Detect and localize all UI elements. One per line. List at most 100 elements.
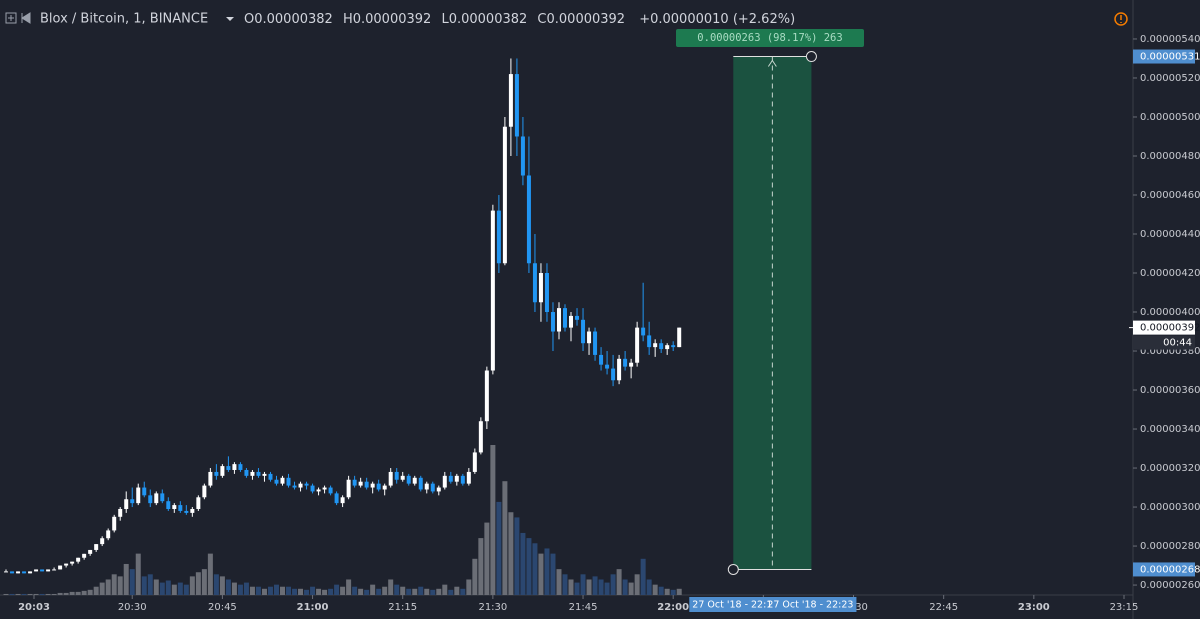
x-tick-label: 20:30 [118, 602, 147, 613]
candle-body [424, 483, 429, 490]
candle-body [82, 553, 87, 558]
candle-body [370, 483, 375, 488]
candle-body [677, 327, 682, 348]
ohlc-value: 0.00000382 [254, 12, 333, 27]
date-label: 27 Oct '18 - 22:1 [692, 600, 772, 611]
volume-bar [532, 543, 538, 595]
volume-bar [159, 582, 165, 595]
candle-body [641, 327, 646, 336]
candle-body [563, 308, 567, 328]
volume-bar [676, 588, 682, 595]
countdown-box [1133, 335, 1195, 350]
position-handle[interactable] [805, 51, 817, 63]
price-label: 0.00000268 [1140, 564, 1200, 575]
y-tick-label: 0.00000540 [1140, 34, 1200, 45]
y-tick-label: 0.00000340 [1140, 424, 1200, 435]
volume-bar [99, 582, 105, 595]
position-handle[interactable] [727, 563, 739, 575]
candle-body [478, 421, 483, 453]
volume-bar [165, 580, 171, 595]
volume-bar [586, 579, 592, 595]
candle-body [178, 505, 183, 511]
y-tick-label: 0.00000380 [1140, 346, 1200, 357]
volume-bar [400, 586, 406, 595]
candle-body [196, 497, 201, 509]
candle-body [569, 315, 574, 328]
candle-body [244, 469, 249, 476]
volume-bar [616, 569, 622, 595]
volume-bar [514, 517, 520, 595]
volume-bar [370, 584, 376, 595]
volume-bar [147, 574, 153, 595]
candle-body [484, 370, 489, 422]
candle-body [112, 516, 117, 531]
volume-bar [153, 579, 159, 595]
candle-body [556, 308, 561, 332]
x-tick-label: 23:00 [1018, 602, 1050, 613]
volume-bar [261, 588, 267, 595]
volume-bar [255, 586, 261, 595]
y-tick-label: 0.00000400 [1140, 307, 1200, 318]
expand-icon[interactable] [5, 12, 17, 24]
volume-bar [69, 591, 75, 595]
candle-body [418, 477, 423, 490]
volume-bar [298, 588, 304, 595]
volume-bar [652, 584, 658, 595]
candle-body [4, 571, 9, 573]
candle-body [550, 312, 555, 332]
candle-body [280, 477, 285, 484]
volume-bar [243, 582, 249, 595]
volume-bar [502, 481, 508, 595]
candle-body [502, 126, 507, 264]
candle-body [214, 471, 219, 476]
volume-bar [424, 588, 430, 595]
candle-body [166, 501, 171, 509]
volume-bar [213, 574, 219, 595]
volume-bar [460, 588, 466, 595]
dropdown-arrow[interactable] [226, 17, 234, 21]
volume-bar [604, 582, 610, 595]
volume-bar [628, 582, 634, 595]
volume-bar [304, 589, 310, 595]
ohlc-header: O0.00000382 H0.00000392 L0.00000382 C0.0… [244, 12, 795, 27]
volume-bar [436, 588, 442, 595]
price-label-box [1133, 49, 1195, 64]
ohlc-key: C [537, 12, 546, 27]
candle-body [22, 571, 27, 574]
ohlc-key: O [244, 12, 254, 27]
position-arrow [767, 59, 777, 67]
warning-icon[interactable] [1114, 12, 1128, 26]
candle-body [544, 273, 549, 313]
x-tick-label: 21:30 [478, 602, 507, 613]
candle-body [154, 493, 159, 504]
candle-body [346, 479, 351, 498]
volume-bar [219, 576, 225, 595]
volume-bar [382, 586, 388, 595]
volume-bar [544, 548, 550, 595]
candle-body [334, 493, 339, 504]
candle-body [292, 485, 297, 488]
volume-bar [430, 589, 436, 595]
symbol-icon [21, 12, 31, 24]
volume-bar [39, 593, 45, 595]
candle-body [647, 335, 652, 348]
ohlc-key: L [441, 12, 449, 27]
volume-bar [526, 538, 532, 595]
candle-body [581, 319, 586, 344]
volume-bar [81, 590, 87, 595]
y-tick-label: 0.00000320 [1140, 463, 1200, 474]
volume-bar [496, 501, 502, 595]
candle-body [142, 487, 147, 496]
candle-body [256, 471, 261, 476]
volume-bar [364, 589, 370, 595]
candle-body [10, 571, 15, 574]
x-tick-label: 21:45 [569, 602, 598, 613]
y-tick-label: 0.00000280 [1140, 541, 1200, 552]
volume-bar [646, 579, 652, 595]
volume-bar [358, 588, 364, 595]
candle-body [52, 569, 57, 571]
candle-body [148, 495, 153, 504]
volume-bar [376, 588, 382, 595]
volume-bar [574, 582, 580, 595]
